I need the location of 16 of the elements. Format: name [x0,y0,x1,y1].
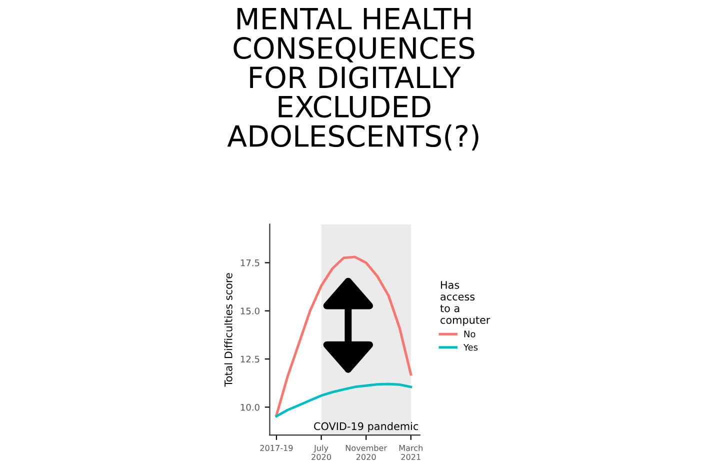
chart-title: MENTAL HEALTH CONSEQUENCES FOR DIGITALLY EXCLUDED ADOLESCENTS(?) [227,8,478,150]
y-tick-label: 10.0 [240,404,260,411]
x-tick-label: November 2020 [346,444,388,460]
y-tick-label: 12.5 [240,356,260,363]
x-tick-label: March 2021 [399,444,422,460]
line-series [275,382,412,418]
y-tick-label: 15.0 [240,308,260,314]
legend-label: Yes [463,344,478,351]
x-tick-label: 2017-19 [260,444,293,452]
legend-label: No [464,330,476,338]
line-series [275,256,412,416]
band-label: COVID-19 pandemic [314,422,418,432]
y-axis-title: Total Difficulties score [224,273,232,387]
x-tick-label: July 2020 [312,444,331,460]
y-tick-label: 17.5 [240,260,260,266]
legend-title: Has access to a computer [440,281,490,326]
